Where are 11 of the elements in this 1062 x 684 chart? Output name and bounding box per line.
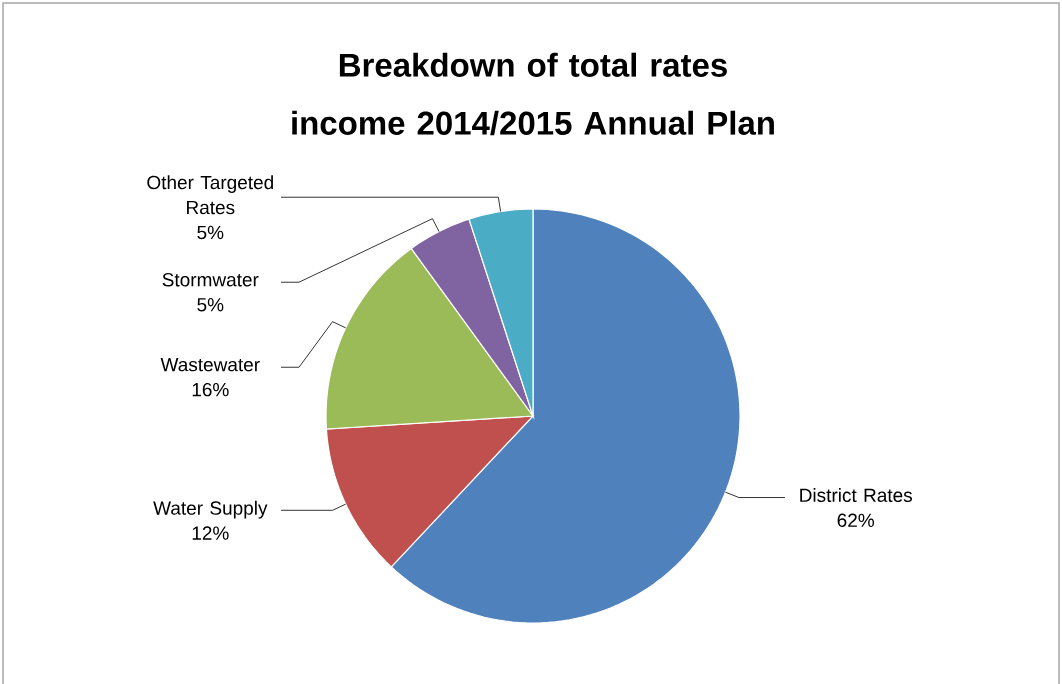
data-label: 5% [197, 298, 224, 312]
chart-title: Breakdown of total rates income 2014/2015 Annual Plan [292, 52, 774, 136]
data-label: 62% [837, 513, 875, 528]
data-label: 12% [192, 526, 229, 540]
slice-label: Wastewater [160, 358, 260, 372]
slice-label: Stormwater [162, 273, 259, 287]
slice-label: Other Targeted Rates [147, 175, 273, 215]
data-label: 5% [197, 225, 224, 240]
slice-label: District Rates [800, 488, 913, 503]
data-label: 16% [192, 382, 229, 397]
slice-label: Water Supply [153, 500, 268, 519]
